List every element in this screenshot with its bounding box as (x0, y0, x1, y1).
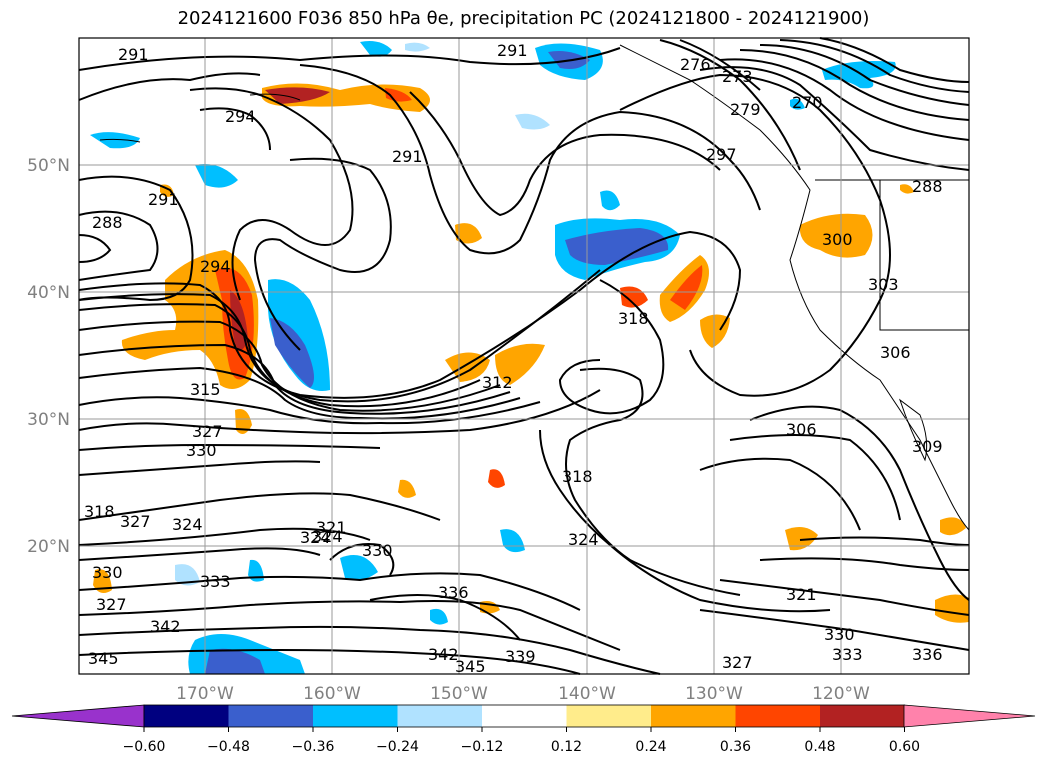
contour-label: 339 (505, 647, 536, 666)
contour-label: 273 (722, 67, 753, 86)
contour-label: 333 (200, 572, 231, 591)
lon-label: 150°W (430, 684, 488, 704)
contour-label: 327 (96, 595, 127, 614)
colorbar-cell (651, 705, 736, 727)
colorbar-tick-label: 0.48 (804, 739, 835, 755)
contour-label: 330 (92, 563, 123, 582)
contour-label: 294 (225, 107, 256, 126)
contour-label: 306 (880, 343, 911, 362)
contour-label: 327 (722, 653, 753, 672)
contour-label: 342 (428, 645, 459, 664)
colorbar-cell (144, 705, 229, 727)
contour-label: 330 (824, 625, 855, 644)
contour-label: 324 (312, 527, 343, 546)
contour-label: 318 (562, 467, 593, 486)
lat-label: 20°N (27, 537, 70, 557)
contour-labels: 291 291 294 291 288 291 294 315 327 330 … (84, 41, 943, 676)
contour-label: 318 (84, 502, 115, 521)
contour-label: 345 (88, 649, 119, 668)
contour-label: 291 (392, 147, 423, 166)
lat-axis-labels: 50°N 40°N 30°N 20°N (27, 156, 70, 557)
contour-label: 288 (92, 213, 123, 232)
map-frame (78, 37, 970, 675)
colorbar-cell (482, 705, 567, 727)
colorbar-tick-label: −0.60 (123, 739, 166, 755)
contour-label: 270 (792, 93, 823, 112)
colorbar-tick-label: −0.24 (376, 739, 419, 755)
colorbar-tick-label: −0.36 (292, 739, 335, 755)
contour-label: 327 (120, 512, 151, 531)
colorbar-cell (566, 705, 651, 727)
contour-label: 342 (150, 617, 181, 636)
contour-label: 345 (455, 657, 486, 676)
contour-label: 324 (568, 530, 599, 549)
colorbar-extend-right (903, 704, 1036, 728)
contour-label: 312 (482, 373, 513, 392)
lon-label: 120°W (812, 684, 870, 704)
colorbar-cells (143, 704, 905, 728)
lon-label: 160°W (303, 684, 361, 704)
colorbar-cell (735, 705, 820, 727)
contour-label: 291 (148, 190, 179, 209)
contour-label: 288 (912, 177, 943, 196)
lon-label: 130°W (685, 684, 743, 704)
contour-label: 321 (786, 585, 817, 604)
colorbar-cell (313, 705, 398, 727)
colorbar-tick-label: −0.48 (207, 739, 250, 755)
colorbar-cell (397, 705, 482, 727)
contour-label: 336 (912, 645, 943, 664)
contour-label: 276 (680, 55, 711, 74)
contour-label: 318 (618, 309, 649, 328)
contour-label: 300 (822, 230, 853, 249)
colorbar-cell (820, 705, 905, 727)
lon-axis-labels: 170°W 160°W 150°W 140°W 130°W 120°W (176, 684, 870, 704)
contour-label: 297 (706, 145, 737, 164)
colorbar-ticks: −0.60 −0.48 −0.36 −0.24 −0.12 0.12 0.24 0.36 0.4… (123, 727, 920, 755)
contour-label: 324 (300, 528, 331, 547)
contour-label: 336 (438, 583, 469, 602)
lon-label: 140°W (558, 684, 616, 704)
theta-e-contours (78, 37, 970, 675)
colorbar-tick-label: 0.24 (635, 739, 666, 755)
contour-label: 324 (172, 515, 203, 534)
contour-label: 321 (316, 518, 347, 537)
contour-label: 291 (497, 41, 528, 60)
contour-label: 327 (192, 422, 223, 441)
colorbar: −0.60 −0.48 −0.36 −0.24 −0.12 0.12 0.24 0.36 0.4… (11, 704, 1036, 755)
map-title: 2024121600 F036 850 hPa θe, precipitatio… (177, 8, 870, 29)
contour-label: 330 (362, 541, 393, 560)
colorbar-extend-left (11, 704, 145, 728)
colorbar-cell (228, 705, 313, 727)
contour-label: 315 (190, 380, 221, 399)
colorbar-tick-label: −0.12 (461, 739, 504, 755)
contour-label: 279 (730, 100, 761, 119)
colorbar-tick-label: 0.12 (551, 739, 582, 755)
lat-label: 30°N (27, 410, 70, 430)
colorbar-tick-label: 0.60 (889, 739, 920, 755)
contour-label: 306 (786, 420, 817, 439)
map-panel: 291 291 294 291 288 291 294 315 327 330 … (78, 37, 970, 676)
contour-label: 333 (832, 645, 863, 664)
contour-label: 309 (912, 437, 943, 456)
lat-label: 40°N (27, 283, 70, 303)
contour-label: 294 (200, 257, 231, 276)
contour-label: 291 (118, 45, 149, 64)
contour-label: 330 (186, 441, 217, 460)
lon-label: 170°W (176, 684, 234, 704)
contour-label: 303 (868, 275, 899, 294)
colorbar-tick-label: 0.36 (720, 739, 751, 755)
lat-label: 50°N (27, 156, 70, 176)
gridlines (79, 38, 969, 674)
